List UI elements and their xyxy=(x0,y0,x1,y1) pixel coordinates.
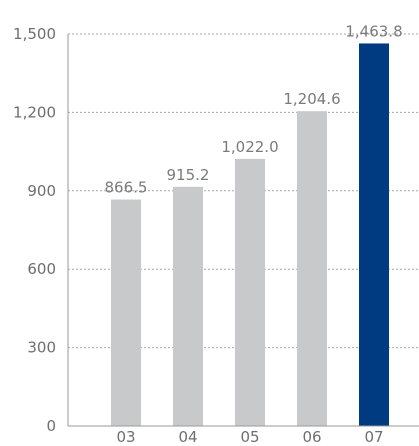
data-label-06: 1,204.6 xyxy=(283,90,340,108)
bars xyxy=(111,43,389,426)
x-axis-tick-labels: 03 04 05 06 07 xyxy=(116,428,383,446)
data-label-05: 1,022.0 xyxy=(221,138,278,156)
y-tick-label: 0 xyxy=(46,417,56,435)
y-tick-label: 1,500 xyxy=(13,25,56,43)
x-tick-label-07: 07 xyxy=(364,428,383,446)
bar-07 xyxy=(359,43,389,426)
bar-06 xyxy=(297,111,327,426)
data-label-03: 866.5 xyxy=(105,179,148,197)
y-axis-tick-labels: 0 300 600 900 1,200 1,500 xyxy=(13,25,56,435)
x-tick-label-03: 03 xyxy=(116,428,135,446)
data-label-07: 1,463.8 xyxy=(345,22,402,40)
x-tick-label-06: 06 xyxy=(302,428,321,446)
y-tick-label: 1,200 xyxy=(13,103,56,121)
y-tick-label: 900 xyxy=(27,182,56,200)
data-labels: 866.5 915.2 1,022.0 1,204.6 1,463.8 xyxy=(105,22,403,196)
bar-03 xyxy=(111,199,141,426)
x-tick-label-05: 05 xyxy=(240,428,259,446)
y-tick-label: 600 xyxy=(27,260,56,278)
bar-05 xyxy=(235,158,265,426)
x-tick-label-04: 04 xyxy=(178,428,197,446)
data-label-04: 915.2 xyxy=(167,166,210,184)
bar-04 xyxy=(173,186,203,426)
y-tick-label: 300 xyxy=(27,339,56,357)
